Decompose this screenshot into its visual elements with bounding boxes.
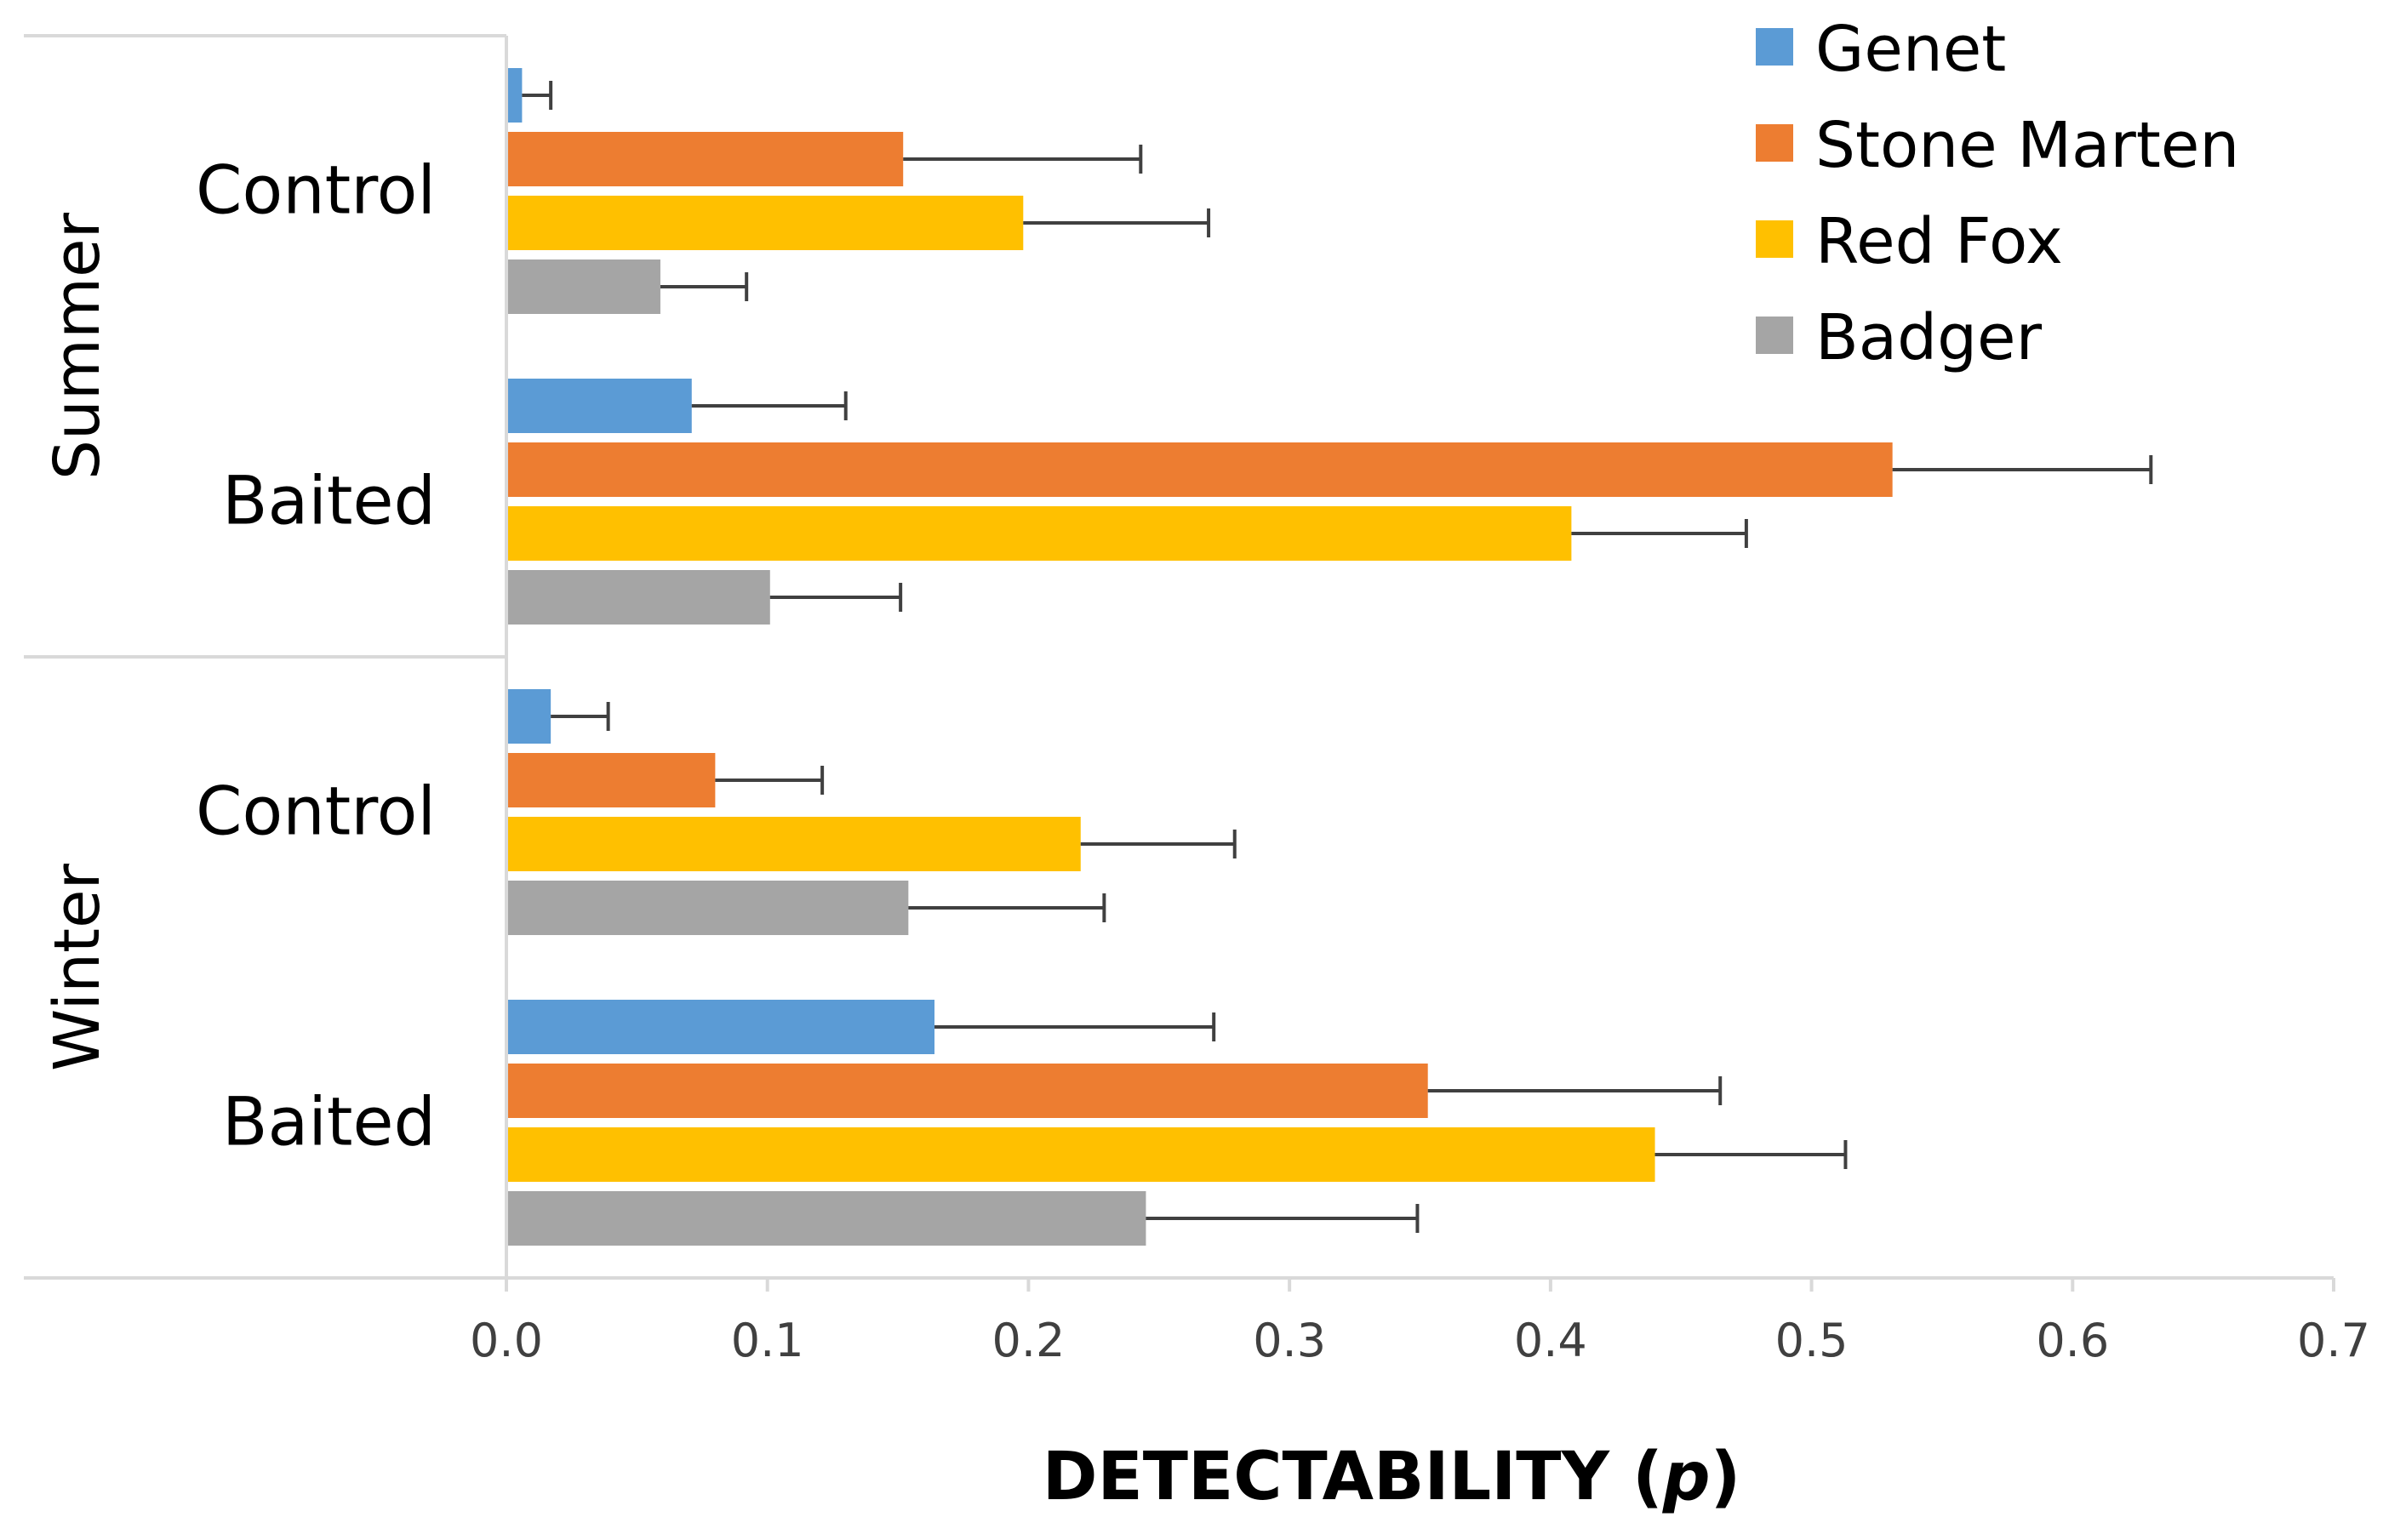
bar-genet — [506, 1000, 935, 1054]
category-label: Control — [196, 153, 436, 230]
bar-badger — [506, 260, 660, 314]
bar-stone-marten — [506, 753, 716, 807]
x-tick-label: 0.2 — [991, 1314, 1065, 1367]
legend-label: Stone Marten — [1815, 109, 2239, 182]
x-tick-label: 0.4 — [1514, 1314, 1587, 1367]
x-tick-label: 0.6 — [2036, 1314, 2109, 1367]
bar-badger — [506, 881, 909, 935]
legend-label: Badger — [1815, 301, 2043, 374]
bar-genet — [506, 379, 692, 433]
x-axis-title: DETECTABILITY (p) — [1043, 1439, 1740, 1515]
x-ticks-layer: 0.0 0.1 0.2 0.3 0.4 0.5 0.6 0.7 — [470, 1278, 2370, 1367]
x-tick-label: 0.7 — [2297, 1314, 2370, 1367]
legend-swatch — [1756, 28, 1793, 66]
bar-stone-marten — [506, 1064, 1428, 1118]
category-label: Baited — [222, 464, 436, 540]
category-label: Control — [196, 774, 436, 851]
bar-genet — [506, 689, 551, 744]
bar-stone-marten — [506, 132, 904, 186]
x-tick-label: 0.3 — [1253, 1314, 1326, 1367]
bar-red-fox — [506, 817, 1081, 871]
bar-genet — [506, 68, 523, 123]
axes-layer — [24, 34, 2334, 1280]
x-tick-label: 0.5 — [1775, 1314, 1849, 1367]
bar-red-fox — [506, 506, 1572, 561]
legend-label: Red Fox — [1815, 205, 2063, 278]
x-axis-title-end: ) — [1711, 1439, 1741, 1515]
bar-badger — [506, 570, 770, 625]
x-axis-title-text: DETECTABILITY ( — [1043, 1439, 1663, 1515]
category-labels-layer: Control Baited Control Baited — [196, 153, 436, 1161]
bar-stone-marten — [506, 442, 1893, 497]
x-tick-label: 0.1 — [731, 1314, 804, 1367]
legend-label: Genet — [1815, 13, 2006, 86]
legend: Genet Stone Marten Red Fox Badger — [1756, 13, 2239, 374]
season-label: Winter — [41, 863, 114, 1071]
error-bars-layer — [522, 81, 2153, 1233]
bar-red-fox — [506, 196, 1024, 250]
bars-layer — [506, 68, 1893, 1246]
bar-badger — [506, 1191, 1146, 1246]
legend-swatch — [1756, 317, 1793, 354]
season-label: Summer — [41, 212, 114, 480]
x-axis-title-variable: p — [1662, 1439, 1711, 1515]
x-tick-label: 0.0 — [470, 1314, 543, 1367]
legend-swatch — [1756, 124, 1793, 162]
category-label: Baited — [222, 1085, 436, 1161]
bar-red-fox — [506, 1127, 1655, 1182]
season-labels-layer: Summer Winter — [41, 212, 114, 1071]
legend-swatch — [1756, 220, 1793, 258]
